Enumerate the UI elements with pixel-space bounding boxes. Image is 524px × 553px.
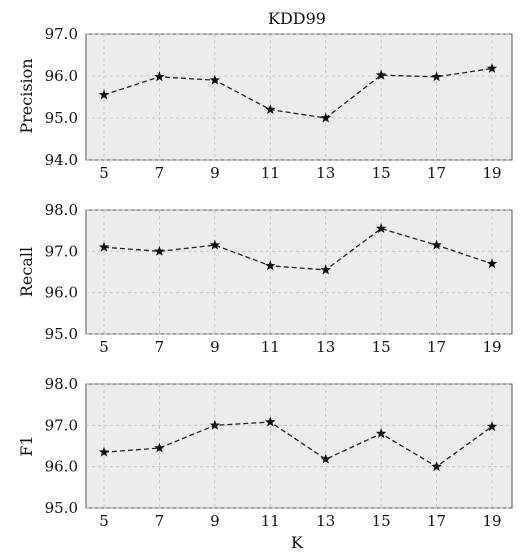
- y-axis-title-precision: Precision: [17, 58, 36, 133]
- x-tick-label-recall: 13: [316, 338, 335, 356]
- y-tick-label-precision: 94.0: [45, 151, 78, 169]
- x-tick-label-f1: 7: [155, 512, 165, 530]
- data-point-precision-star-marker: [265, 104, 276, 115]
- y-tick-label-f1: 95.0: [45, 499, 78, 517]
- x-tick-label-precision: 19: [482, 164, 501, 182]
- data-point-recall-star-marker: [431, 239, 442, 250]
- x-tick-label-recall: 11: [261, 338, 280, 356]
- y-tick-label-precision: 97.0: [45, 25, 78, 43]
- data-point-recall-star-marker: [209, 239, 221, 250]
- x-tick-label-precision: 11: [261, 164, 280, 182]
- panel-precision: 94.0 95.0 96.0 97.0 5 7 9 11 13 15 17 19: [45, 25, 513, 182]
- x-tick-label-recall: 7: [155, 338, 165, 356]
- x-tick-label-f1: 19: [482, 512, 501, 530]
- x-tick-label-precision: 9: [210, 164, 220, 182]
- y-tick-label-f1: 98.0: [45, 375, 78, 393]
- data-point-recall-star-marker: [265, 260, 276, 271]
- data-point-recall-star-marker: [375, 223, 387, 234]
- data-point-f1-star-marker: [265, 416, 276, 427]
- panel-f1: 95.0 96.0 97.0 98.0 5 7 9 11 13 15 17 19: [45, 375, 513, 530]
- data-point-precision-star-marker: [320, 112, 331, 123]
- data-point-f1-star-marker: [431, 461, 442, 472]
- x-tick-label-recall: 5: [99, 338, 109, 356]
- y-tick-label-recall: 97.0: [45, 242, 78, 260]
- data-point-precision-star-marker: [154, 71, 165, 82]
- panel-recall: 95.0 96.0 97.0 98.0 5 7 9 11 13 15 17 19: [45, 201, 513, 356]
- x-axis-title: K: [291, 533, 304, 552]
- data-point-f1-star-marker: [98, 446, 110, 457]
- data-point-precision-star-marker: [98, 89, 110, 100]
- data-point-precision-star-marker: [431, 71, 442, 82]
- data-point-precision-star-marker: [486, 62, 498, 73]
- y-axis-title-recall: Recall: [17, 247, 36, 297]
- x-tick-label-precision: 7: [155, 164, 165, 182]
- x-tick-label-recall: 19: [482, 338, 501, 356]
- data-point-f1-star-marker: [209, 419, 221, 430]
- y-tick-label-precision: 96.0: [45, 67, 78, 85]
- x-tick-label-precision: 13: [316, 164, 335, 182]
- x-tick-label-recall: 9: [210, 338, 220, 356]
- x-tick-label-precision: 17: [427, 164, 446, 182]
- data-point-f1-star-marker: [154, 442, 165, 453]
- x-tick-label-f1: 15: [372, 512, 391, 530]
- x-tick-label-f1: 5: [99, 512, 109, 530]
- data-point-f1-star-marker: [486, 421, 498, 432]
- y-tick-label-precision: 95.0: [45, 109, 78, 127]
- data-point-recall-star-marker: [320, 264, 331, 275]
- data-point-precision-star-marker: [209, 74, 221, 85]
- y-tick-label-recall: 95.0: [45, 325, 78, 343]
- data-point-f1-star-marker: [320, 453, 331, 464]
- x-tick-label-precision: 15: [372, 164, 391, 182]
- data-point-f1-star-marker: [375, 428, 387, 439]
- x-tick-label-precision: 5: [99, 164, 109, 182]
- data-point-recall-star-marker: [98, 241, 110, 252]
- x-tick-label-recall: 17: [427, 338, 446, 356]
- plot-area-precision: [85, 33, 513, 161]
- y-tick-label-recall: 98.0: [45, 201, 78, 219]
- data-point-recall-star-marker: [154, 245, 165, 256]
- plot-area-f1: [85, 383, 513, 509]
- y-tick-label-f1: 96.0: [45, 458, 78, 476]
- x-tick-label-f1: 9: [210, 512, 220, 530]
- series-line-precision: [103, 67, 493, 119]
- y-axis-title-f1: F1: [17, 435, 36, 456]
- x-tick-label-f1: 11: [261, 512, 280, 530]
- x-tick-label-recall: 15: [372, 338, 391, 356]
- series-line-recall: [103, 227, 493, 271]
- data-point-precision-star-marker: [375, 69, 387, 80]
- chart-title: KDD99: [268, 9, 326, 28]
- plot-area-recall: [85, 209, 513, 335]
- x-tick-label-f1: 17: [427, 512, 446, 530]
- y-tick-label-recall: 96.0: [45, 284, 78, 302]
- x-tick-label-f1: 13: [316, 512, 335, 530]
- series-line-f1: [103, 421, 493, 468]
- y-tick-label-f1: 97.0: [45, 416, 78, 434]
- data-point-recall-star-marker: [486, 258, 498, 269]
